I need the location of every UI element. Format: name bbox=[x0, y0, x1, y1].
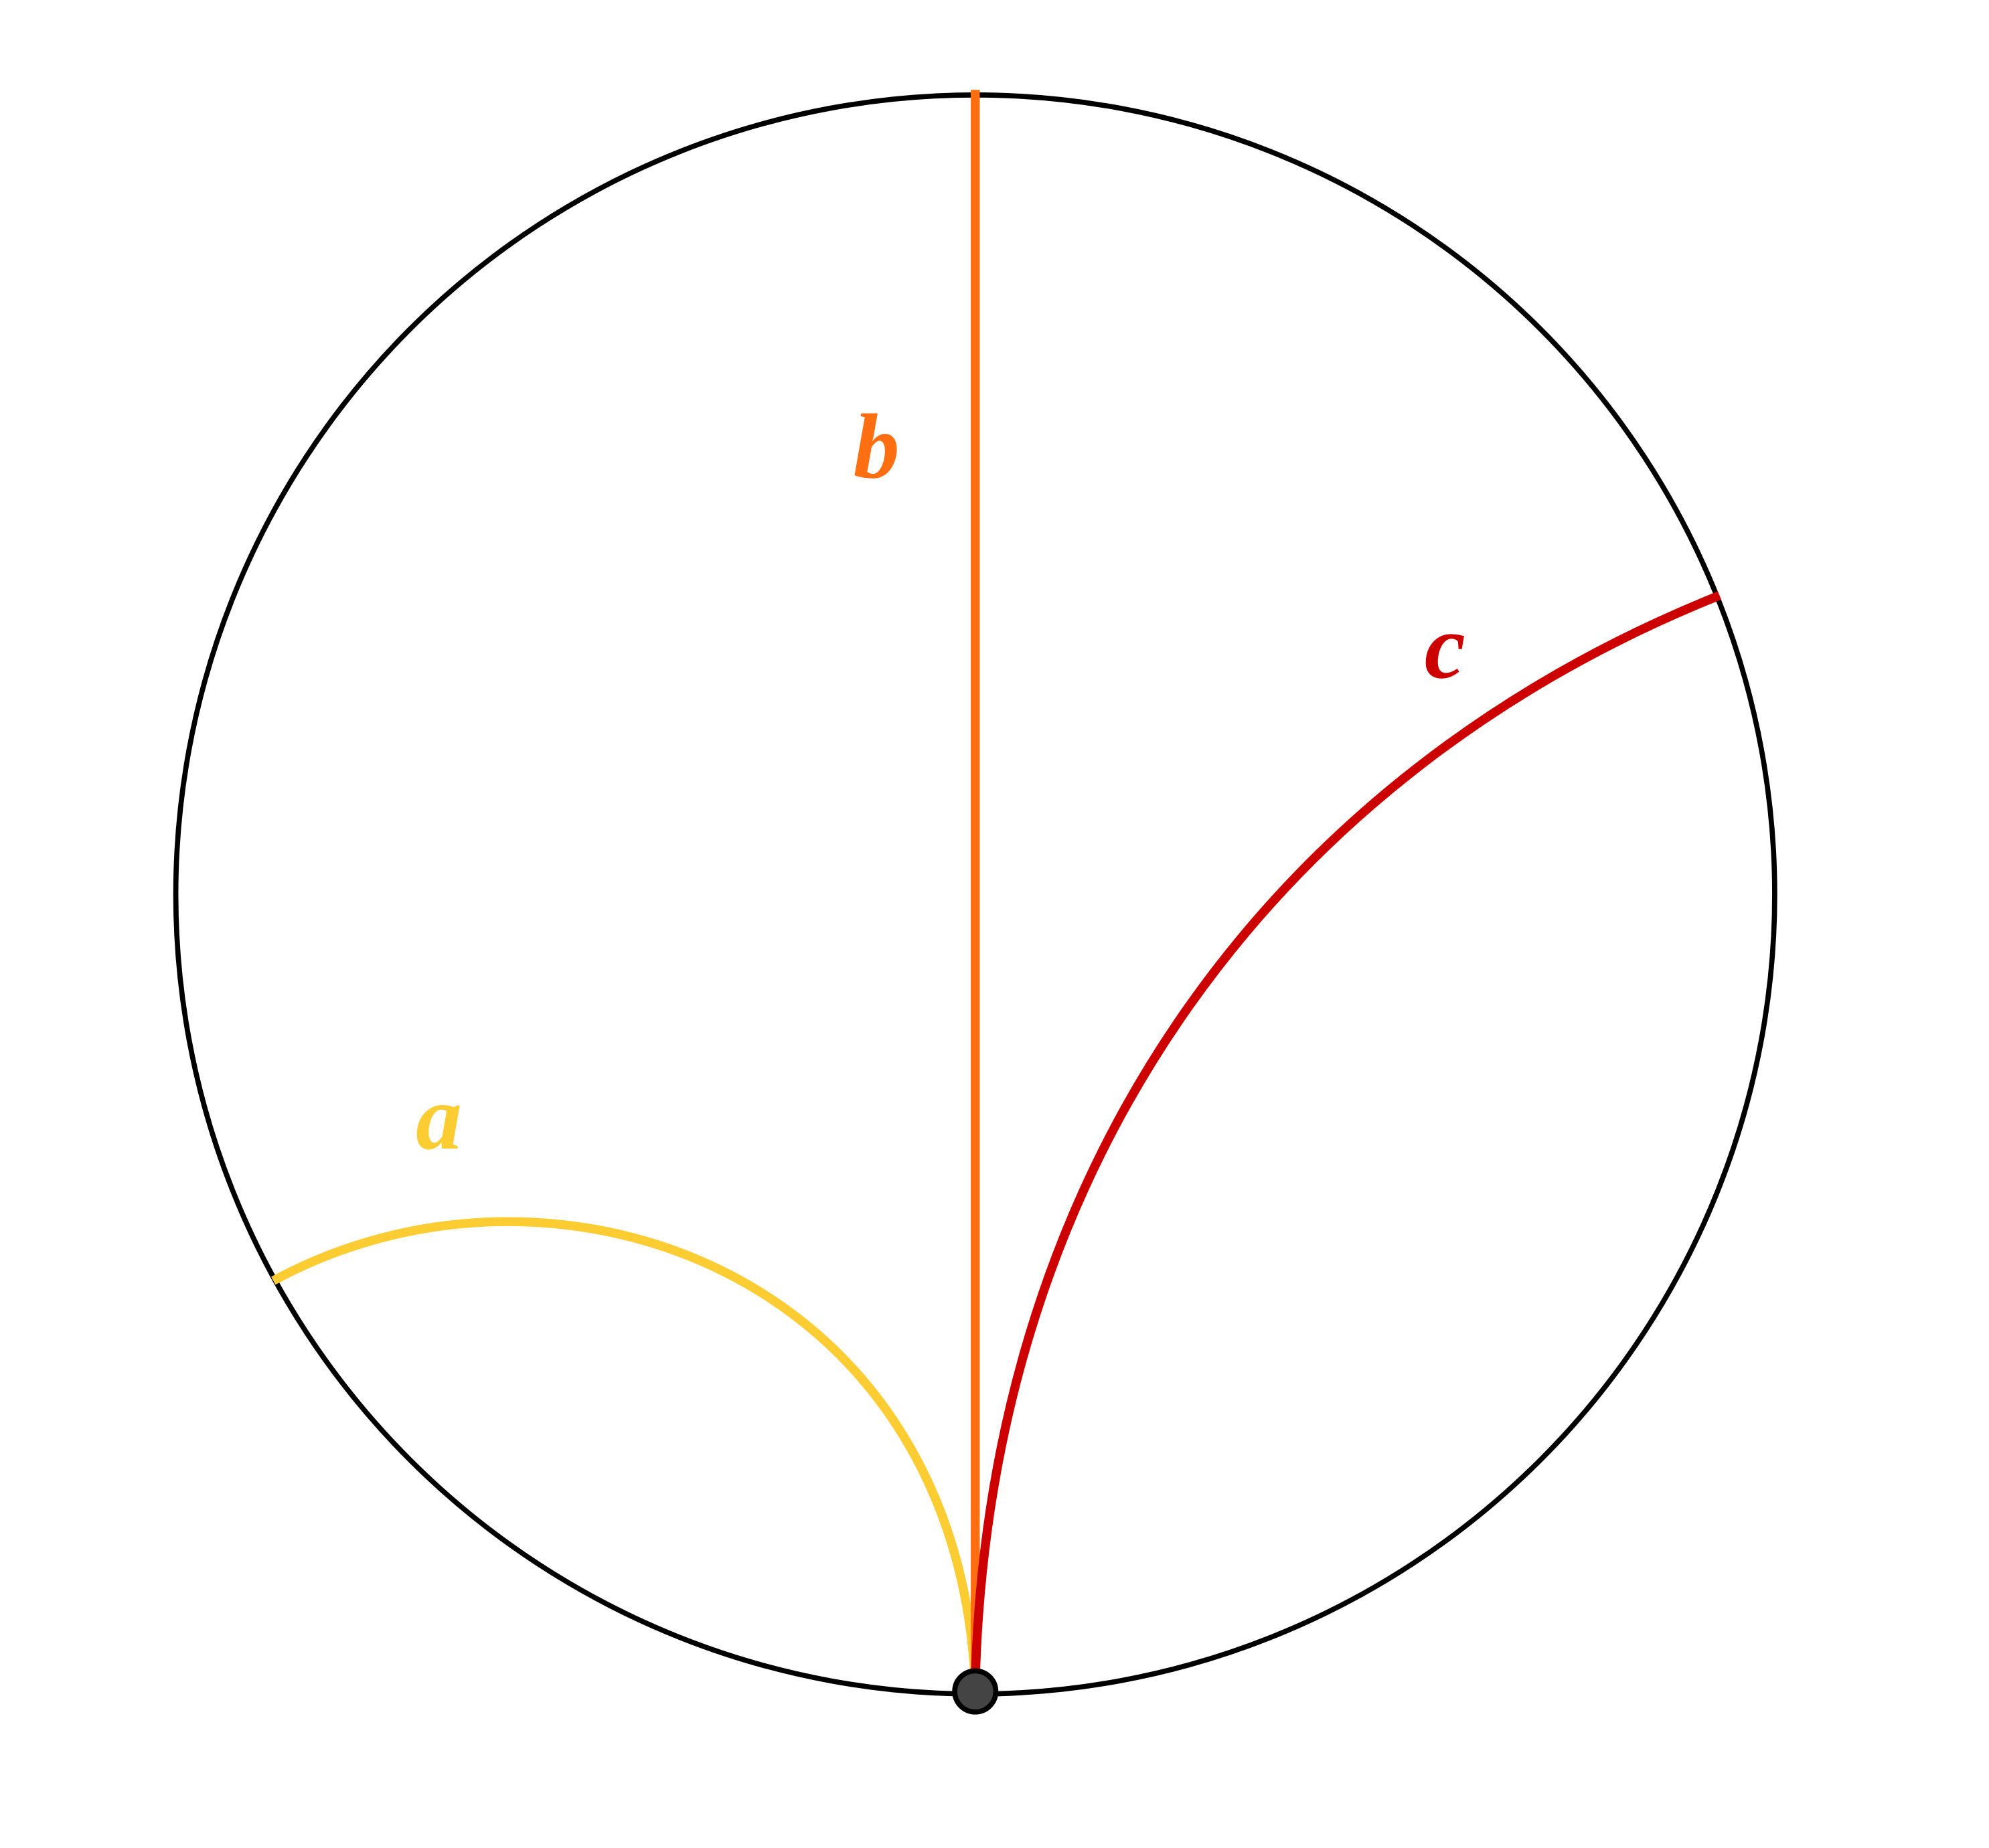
label-c: c bbox=[1425, 595, 1465, 697]
label-b: b bbox=[854, 395, 900, 497]
label-a: a bbox=[416, 1066, 462, 1169]
point bbox=[952, 1668, 999, 1715]
curve-c bbox=[971, 591, 1721, 1684]
curve-a bbox=[271, 1217, 980, 1684]
